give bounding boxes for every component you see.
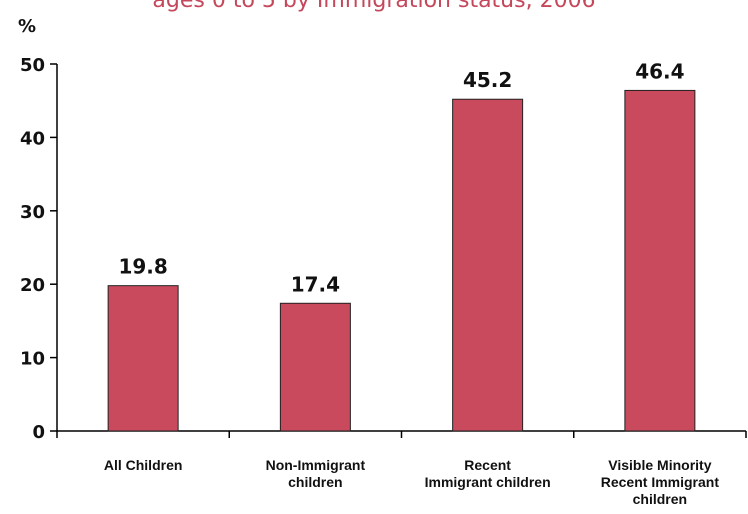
category-label-1: All Children	[104, 457, 183, 473]
category-label-line: Recent Immigrant	[601, 474, 720, 490]
category-label-line: Recent	[464, 457, 511, 473]
category-label-line: Non-Immigrant	[266, 457, 366, 473]
category-label-line: children	[633, 491, 687, 507]
chart-title: ages 0 to 5 by Immigration status, 2006	[152, 0, 596, 13]
bar-1	[107, 285, 179, 432]
y-tick-label-30: 30	[20, 202, 45, 223]
category-label-line: Visible Minority	[608, 457, 711, 473]
y-tick-label-40: 40	[20, 128, 45, 149]
category-label-line: Immigrant children	[425, 474, 551, 490]
bar-3	[452, 98, 524, 432]
y-tick-label-0: 0	[32, 422, 45, 443]
category-label-line: children	[288, 474, 342, 490]
data-label-2: 17.4	[291, 272, 340, 296]
bar-4	[624, 89, 696, 432]
category-label-4: Visible Minority Recent Immigrant children	[601, 457, 720, 507]
bar-2	[279, 302, 351, 432]
y-axis-label: %	[18, 16, 36, 37]
category-label-2: Non-Immigrant children	[266, 457, 366, 490]
data-label-3: 45.2	[463, 68, 512, 92]
y-tick-label-20: 20	[20, 275, 45, 296]
y-tick-label-50: 50	[20, 55, 45, 76]
category-label-3: Recent Immigrant children	[425, 457, 551, 490]
category-label-line: All Children	[104, 457, 183, 473]
data-label-1: 19.8	[118, 255, 167, 279]
data-label-4: 46.4	[635, 59, 684, 83]
y-tick-label-10: 10	[20, 349, 45, 370]
